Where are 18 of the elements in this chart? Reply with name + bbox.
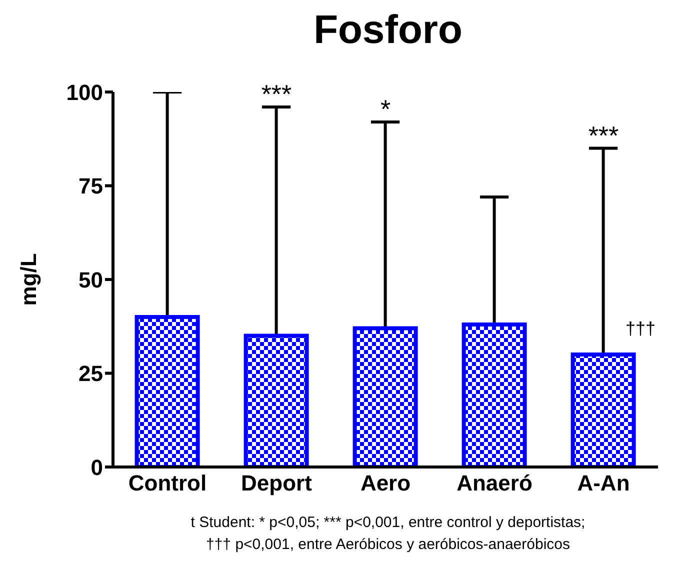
x-tick-label: Aero [360,470,411,496]
annotation: ††† [626,318,656,339]
x-tick-label: Anaeró [456,470,532,496]
y-tick-label: 100 [66,80,103,105]
text: ††† p<0,001, entre Aeróbicos y aeróbicos-anaeróbicos [205,535,571,555]
x-tick-label: Control [128,470,207,496]
y-axis-title: mg/L [16,253,41,306]
annotation: *** [588,120,619,150]
annotation: * [380,94,391,124]
y-tick-label: 0 [90,454,103,480]
y-tick-label: 25 [78,361,103,386]
chart-title: Fosforo [312,8,464,54]
text: t Student: * p<0,05; *** p<0,001, entre control y deportistas; [190,513,586,533]
y-tick-label: 50 [78,267,103,292]
y-tick-label: 75 [78,174,103,199]
x-tick-label: Deport [241,470,313,496]
annotation: *** [261,79,292,109]
x-tick-label: A-An [577,470,630,496]
